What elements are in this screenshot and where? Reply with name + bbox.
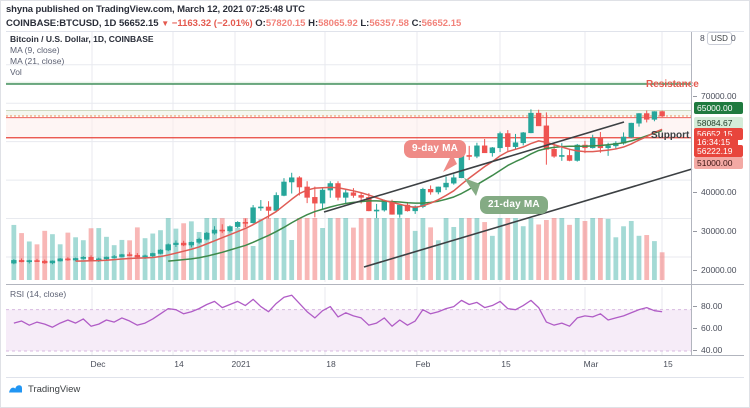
time-axis-label: 18: [326, 359, 336, 369]
price-tick-partial-left: 8: [700, 33, 705, 43]
trend-channel[interactable]: [323, 121, 693, 268]
low-value: 56357.58: [369, 18, 409, 29]
rsi-tick-mark: [693, 306, 697, 307]
price-axis-marker[interactable]: 58084.67: [694, 117, 743, 129]
close-key: C:: [411, 18, 422, 29]
time-axis-label: 15: [663, 359, 673, 369]
pane-divider: [6, 284, 744, 285]
ma21-callout: 21-day MA: [480, 196, 548, 214]
currency-badge[interactable]: USD: [707, 32, 732, 45]
price-axis-marker[interactable]: 51000.00: [694, 157, 743, 169]
rsi-tick-mark: [693, 328, 697, 329]
rsi-line: [13, 294, 663, 328]
rsi-pane[interactable]: [6, 287, 691, 355]
price-axis-marker[interactable]: 56222.19: [694, 145, 743, 157]
rsi-tick-label: 60.00: [701, 323, 723, 333]
price-axis-marker[interactable]: 65000.00: [694, 102, 743, 114]
time-axis[interactable]: Dec 14 2021 18 Feb 15 Mar 15: [6, 356, 744, 376]
time-axis-label: Mar: [583, 359, 599, 369]
header-divider: [6, 31, 744, 32]
time-axis-divider: [6, 355, 744, 356]
price-tick-partial-right: 0: [731, 33, 736, 43]
price-tick-mark: [693, 270, 697, 271]
close-value: 56652.15: [421, 18, 462, 29]
resistance-label: Resistance: [646, 79, 699, 90]
price-zones: [6, 81, 691, 139]
high-key: H:: [308, 18, 319, 29]
open-value: 57820.15: [265, 18, 306, 29]
candlestick-series[interactable]: [11, 109, 665, 265]
footer-brand: TradingView: [28, 384, 81, 395]
price-tick-label: 70000.00: [701, 91, 737, 101]
rsi-tick-label: 80.00: [701, 301, 723, 311]
high-value: 58065.92: [318, 18, 358, 29]
price-axis-divider: [691, 32, 692, 355]
price-tick-mark: [693, 192, 697, 193]
price-pane[interactable]: [6, 32, 693, 282]
ma9-line: [75, 128, 663, 262]
time-axis-label: 15: [501, 359, 511, 369]
price-grid: [6, 32, 691, 282]
time-axis-label: 2021: [231, 359, 251, 369]
price-tick-mark: [693, 96, 697, 97]
rsi-grid: [6, 287, 691, 355]
price-tick-label: 20000.00: [701, 265, 737, 275]
footer-divider: [6, 377, 744, 378]
time-axis-label: Dec: [90, 359, 106, 369]
footer: TradingView: [8, 384, 80, 395]
time-axis-label: 14: [174, 359, 184, 369]
price-tick-mark: [693, 231, 697, 232]
time-axis-label: Feb: [415, 359, 431, 369]
symbol-quote-line: COINBASE:BTCUSD, 1D 56652.15 ▼ −1163.32 …: [6, 17, 746, 30]
support-label: Support: [651, 130, 690, 141]
change-absolute: −1163.32: [171, 18, 212, 29]
ma21-line: [168, 129, 663, 262]
publish-line: shyna published on TradingView.com, Marc…: [6, 4, 305, 15]
tradingview-logo-icon: [9, 385, 22, 393]
price-tick-label: 30000.00: [701, 226, 737, 236]
rsi-tick-label: 40.00: [701, 345, 723, 355]
rsi-tick-mark: [693, 350, 697, 351]
price-tick-label: 40000.00: [701, 187, 737, 197]
change-percent: (−2.01%): [213, 18, 253, 29]
legend-rsi: RSI (14, close): [10, 289, 67, 299]
symbol-label[interactable]: COINBASE:BTCUSD, 1D: [6, 18, 117, 29]
volume-bars: [11, 218, 665, 280]
ma9-callout: 9-day MA: [404, 140, 467, 158]
last-price: 56652.15: [118, 18, 159, 29]
chart-header: shyna published on TradingView.com, Marc…: [6, 4, 746, 30]
change-direction-icon: ▼: [161, 19, 170, 28]
low-key: L:: [360, 18, 370, 29]
callout-leaders: [443, 154, 480, 196]
open-key: O:: [255, 18, 266, 29]
